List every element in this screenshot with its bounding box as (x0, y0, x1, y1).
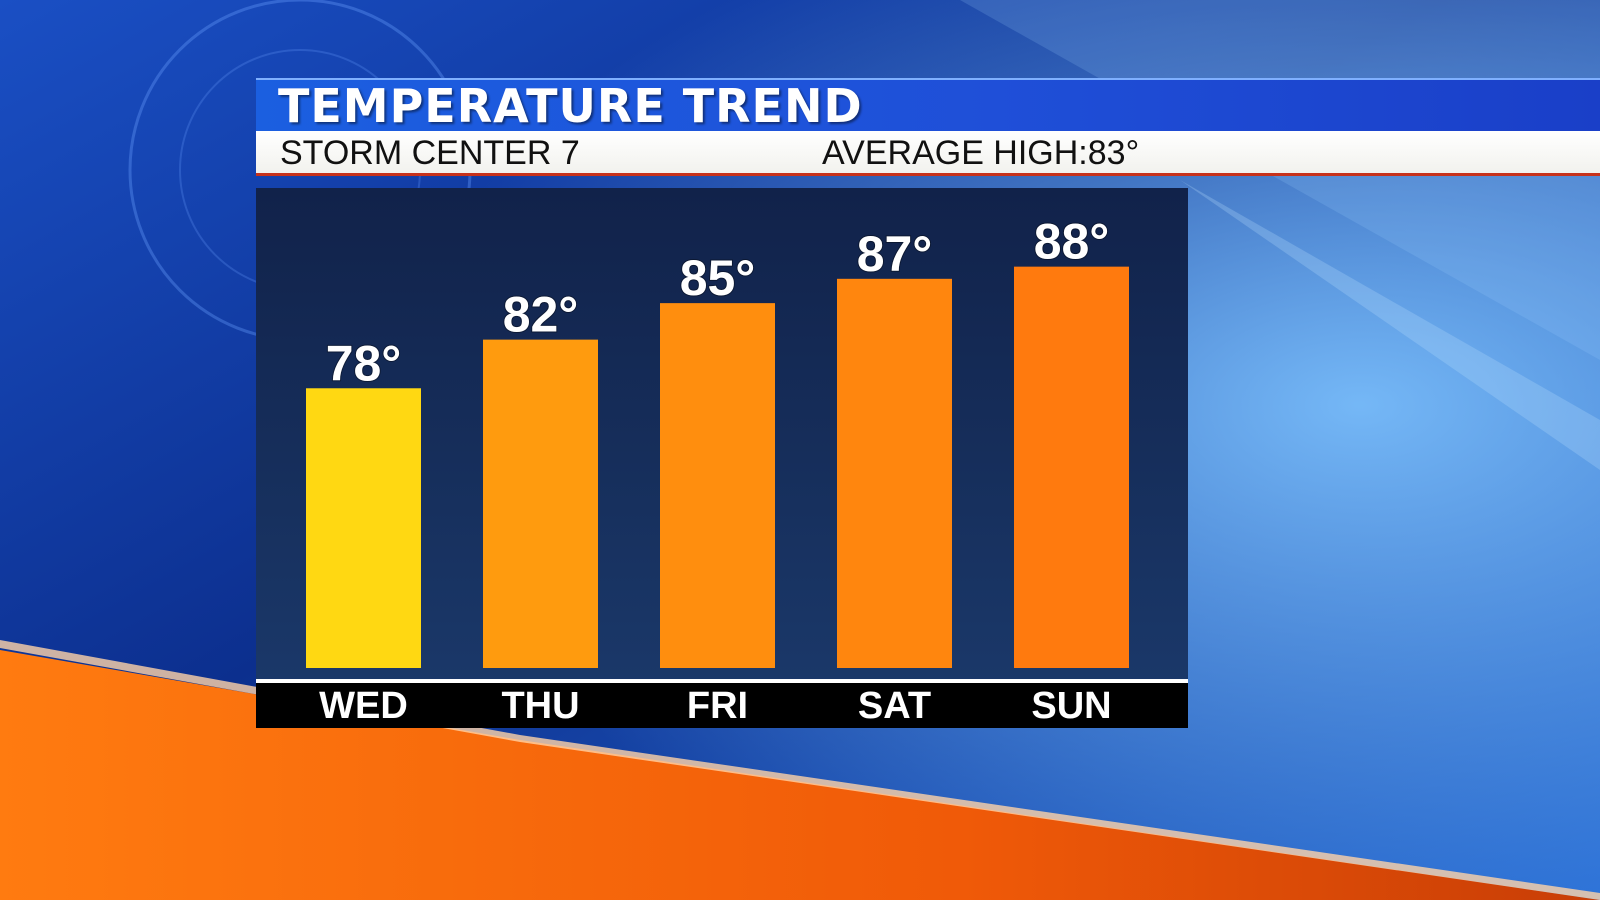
data-label-fri: 85° (680, 250, 756, 306)
category-label-fri: FRI (687, 685, 748, 727)
data-label-sun: 88° (1034, 214, 1110, 270)
average-high: AVERAGE HIGH:83° (822, 135, 1139, 171)
station-name: STORM CENTER 7 (280, 134, 580, 172)
bar-wed (306, 388, 421, 668)
category-band (256, 683, 1188, 728)
title-bar: TEMPERATURE TREND (256, 78, 1600, 132)
chart-title: TEMPERATURE TREND (278, 79, 863, 133)
baseline (256, 679, 1188, 683)
data-label-thu: 82° (503, 287, 579, 343)
data-label-wed: 78° (326, 335, 402, 391)
average-high-label: AVERAGE HIGH: (822, 134, 1088, 172)
category-label-wed: WED (319, 685, 408, 727)
category-label-thu: THU (501, 685, 579, 727)
bar-chart: 78° WED 82° THU 85° FRI 87° SAT 88° SUN (256, 188, 1188, 728)
bar-fri (660, 303, 775, 668)
bar-thu (483, 339, 598, 668)
category-label-sat: SAT (858, 685, 931, 727)
bar-sun (1014, 266, 1129, 668)
category-label-sun: SUN (1031, 685, 1111, 727)
subtitle-bar: STORM CENTER 7 AVERAGE HIGH:83° (256, 131, 1600, 176)
data-label-sat: 87° (857, 226, 933, 282)
average-high-value: 83° (1087, 134, 1140, 172)
bar-sat (837, 278, 952, 668)
chart-panel: 78° WED 82° THU 85° FRI 87° SAT 88° SUN (256, 188, 1188, 728)
